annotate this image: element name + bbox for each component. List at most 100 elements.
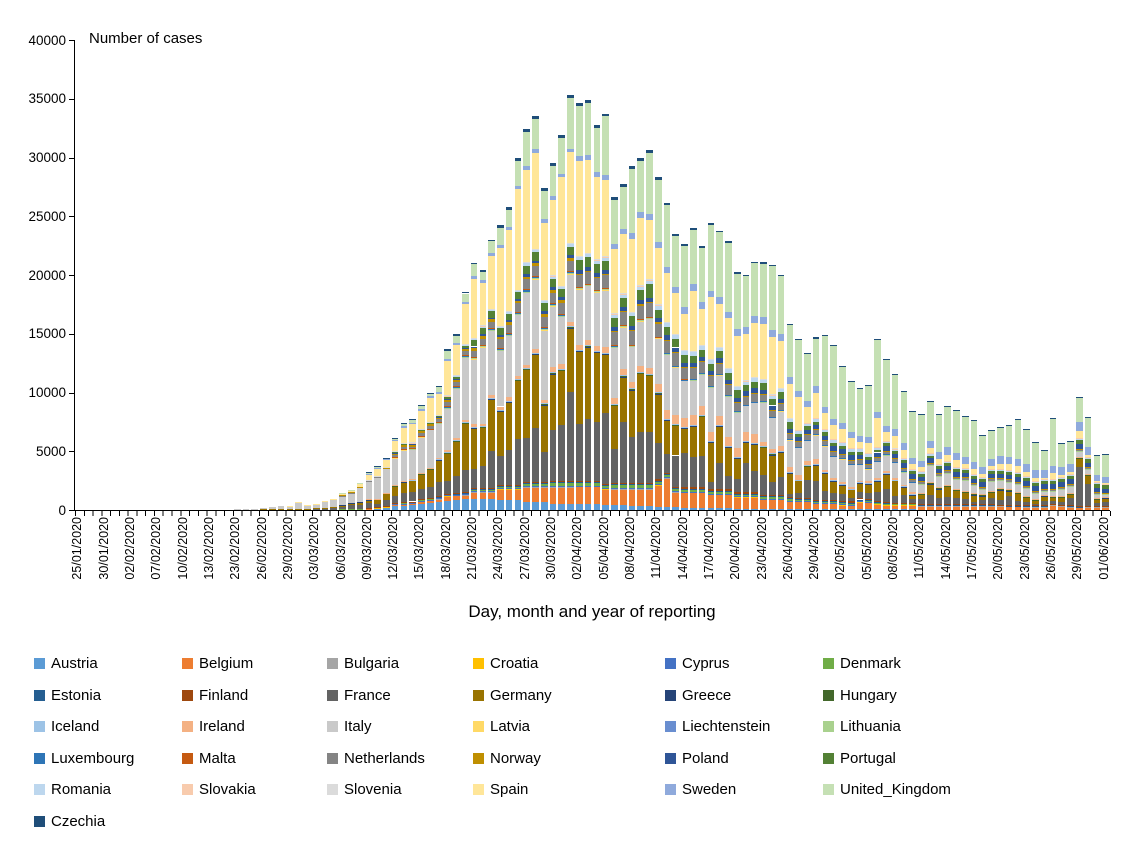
bar-segment-netherlands [953, 476, 960, 480]
bar-segment-united_kingdom [725, 242, 732, 312]
legend-swatch-icon [182, 658, 193, 670]
bar-segment-sweden [795, 390, 802, 398]
bar-segment-romania [988, 469, 995, 472]
bar-segment-italy [1067, 486, 1074, 494]
bar-segment-italy [1005, 481, 1013, 490]
bar-segment-sweden [690, 284, 697, 291]
bar-segment-united_kingdom [891, 374, 899, 430]
bar-segment-belgium [988, 506, 995, 510]
bar-segment-france [365, 502, 373, 508]
bar-segment-romania [514, 290, 522, 293]
bar-segment-spain [1093, 481, 1101, 483]
bar-segment-bulgaria [707, 494, 715, 495]
bar-segment-sweden [839, 422, 846, 429]
bar-segment-czechia [488, 239, 495, 242]
bar-segment-austria [576, 504, 583, 510]
bar-segment-hungary [926, 483, 934, 484]
bar-segment-poland [479, 334, 487, 337]
bar-segment-netherlands [365, 480, 373, 482]
bar-segment-germany [1005, 490, 1013, 497]
bar-segment-czechia [444, 349, 452, 351]
bar-segment-czechia [891, 373, 899, 375]
bar-segment-austria [567, 503, 574, 510]
bar-segment-austria [812, 509, 820, 510]
bar-segment-norway [646, 301, 653, 304]
bar-segment-bulgaria [804, 501, 811, 502]
bar-segment-romania [619, 293, 627, 298]
bar-segment-germany [1067, 494, 1074, 499]
bar-segment-portugal [532, 252, 539, 261]
bar-segment-czechia [1049, 418, 1057, 419]
bar-segment-finland [935, 504, 943, 505]
bar-segment-austria [400, 505, 408, 510]
bar-segment-romania [461, 344, 469, 346]
bar-segment-portugal [540, 303, 548, 312]
bar-segment-germany [321, 507, 329, 509]
bar-segment-france [339, 506, 346, 510]
bar-segment-finland [532, 482, 539, 484]
bar-segment-italy [654, 337, 662, 385]
bar-segment-france [804, 480, 811, 498]
bar-segment-czechia [988, 429, 995, 431]
bar-segment-portugal [593, 263, 601, 274]
bar-segment-netherlands [1102, 492, 1109, 495]
bar-segment-finland [707, 489, 715, 491]
bar-segment-finland [716, 489, 723, 491]
bar-segment-poland [900, 463, 908, 468]
bar-segment-france [602, 413, 609, 484]
bar-segment-italy [979, 489, 987, 495]
bar-segment-czechia [839, 365, 846, 367]
bar-segment-united_kingdom [409, 419, 416, 423]
bar-segment-france [628, 437, 636, 483]
bar-segment-denmark [970, 505, 978, 507]
legend-label: Latvia [490, 718, 531, 736]
chart-plot-area [75, 40, 1110, 510]
x-tick-label: 02/05/2020 [833, 517, 848, 580]
bar-segment-netherlands [961, 477, 969, 481]
bar-segment-portugal [716, 351, 723, 359]
bar-segment-denmark [1058, 505, 1066, 507]
bar-segment-netherlands [444, 402, 452, 407]
bar-segment-hungary [970, 494, 978, 495]
bar-segment-france [707, 482, 715, 490]
bar-segment-denmark [690, 489, 697, 492]
bar-segment-sweden [558, 173, 566, 178]
bar-segment-sweden [418, 408, 425, 411]
bar-segment-united_kingdom [988, 430, 995, 459]
bar-segment-romania [742, 380, 750, 385]
bar-segment-italy [391, 457, 399, 485]
legend-swatch-icon [473, 689, 484, 701]
bar-segment-ireland [488, 395, 495, 398]
bar-segment-italy [1032, 492, 1039, 500]
bar-segment-netherlands [821, 440, 829, 446]
legend-label: Spain [490, 781, 529, 799]
bar-segment-italy [883, 454, 890, 472]
bar-segment-netherlands [830, 451, 838, 456]
bar-segment-czechia [847, 380, 855, 382]
bar-segment-finland [646, 482, 653, 485]
bar-segment-spain [374, 468, 381, 476]
bar-segment-sweden [953, 452, 960, 460]
bar-segment-luxembourg [497, 347, 504, 350]
bar-segment-netherlands [742, 396, 750, 405]
bar-segment-finland [593, 480, 601, 482]
bar-segment-denmark [461, 493, 469, 495]
bar-segment-netherlands [418, 432, 425, 436]
bar-segment-czechia [777, 274, 785, 276]
bar-segment-spain [786, 383, 794, 418]
bar-segment-sweden [847, 432, 855, 439]
x-tick-label: 18/03/2020 [438, 517, 453, 580]
bar-segment-ireland [988, 490, 995, 492]
bar-segment-norway [479, 336, 487, 339]
bar-segment-sweden [461, 301, 469, 304]
bar-segment-spain [961, 463, 969, 469]
bar-segment-portugal [646, 283, 653, 298]
bar-segment-sweden [751, 315, 759, 323]
bar-segment-belgium [812, 503, 820, 510]
bar-segment-bulgaria [760, 499, 767, 500]
bar-segment-italy [312, 504, 320, 509]
bar-segment-ireland [918, 492, 925, 494]
bar-segment-united_kingdom [383, 457, 390, 459]
bar-segment-portugal [997, 471, 1004, 474]
bar-segment-spain [988, 465, 995, 470]
